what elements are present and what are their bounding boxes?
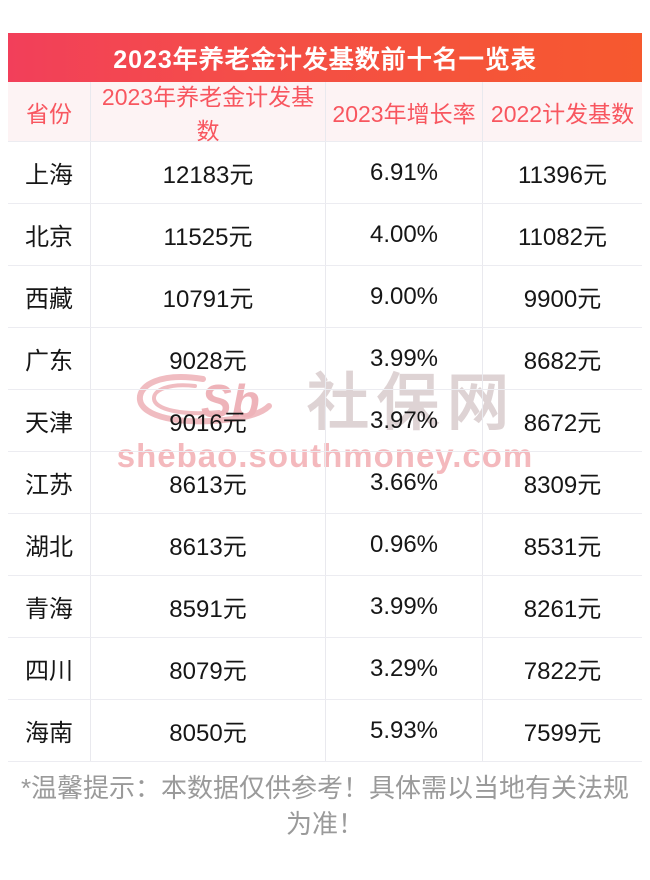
- table-row: 广东 9028元 3.99% 8682元: [8, 327, 642, 389]
- table-row: 天津 9016元 3.97% 8672元: [8, 389, 642, 451]
- title-banner: 2023年养老金计发基数前十名一览表: [8, 33, 642, 82]
- cell-base-2023: 8591元: [90, 576, 325, 637]
- col-header-province: 省份: [26, 100, 72, 127]
- table-row: 青海 8591元 3.99% 8261元: [8, 575, 642, 637]
- cell-base-2022: 8531元: [482, 514, 642, 575]
- cell-province: 湖北: [25, 534, 73, 561]
- table-header-row: 省份 2023年养老金计发基数 2023年增长率 2022计发基数: [8, 82, 642, 144]
- cell-growth: 6.91%: [325, 142, 482, 203]
- cell-base-2022: 8309元: [482, 452, 642, 513]
- cell-base-2022: 8672元: [482, 390, 642, 451]
- pension-base-table: 省份 2023年养老金计发基数 2023年增长率 2022计发基数 上海 121…: [8, 82, 642, 762]
- disclaimer-note: *温馨提示：本数据仅供参考！具体需以当地有关法规为准！: [20, 773, 630, 840]
- cell-base-2023: 8050元: [90, 700, 325, 761]
- cell-base-2022: 8682元: [482, 328, 642, 389]
- cell-growth: 0.96%: [325, 514, 482, 575]
- cell-base-2022: 7822元: [482, 638, 642, 699]
- table-row: 西藏 10791元 9.00% 9900元: [8, 265, 642, 327]
- cell-base-2022: 9900元: [482, 266, 642, 327]
- cell-base-2023: 8613元: [90, 452, 325, 513]
- cell-base-2023: 9028元: [90, 328, 325, 389]
- cell-province: 天津: [25, 410, 73, 437]
- cell-growth: 4.00%: [325, 204, 482, 265]
- cell-province: 广东: [25, 348, 73, 375]
- cell-province: 西藏: [25, 286, 73, 313]
- cell-growth: 3.29%: [325, 638, 482, 699]
- cell-growth: 3.99%: [325, 576, 482, 637]
- cell-base-2023: 8079元: [90, 638, 325, 699]
- page-title: 2023年养老金计发基数前十名一览表: [113, 45, 537, 74]
- cell-base-2023: 11525元: [90, 204, 325, 265]
- cell-province: 四川: [25, 658, 73, 685]
- cell-growth: 3.99%: [325, 328, 482, 389]
- cell-growth: 3.97%: [325, 390, 482, 451]
- cell-base-2023: 9016元: [90, 390, 325, 451]
- cell-province: 上海: [25, 162, 73, 189]
- cell-province: 青海: [25, 596, 73, 623]
- cell-base-2023: 8613元: [90, 514, 325, 575]
- table-row: 江苏 8613元 3.66% 8309元: [8, 451, 642, 513]
- cell-base-2022: 11396元: [482, 142, 642, 203]
- cell-base-2022: 7599元: [482, 700, 642, 761]
- cell-growth: 9.00%: [325, 266, 482, 327]
- table-row: 湖北 8613元 0.96% 8531元: [8, 513, 642, 575]
- cell-base-2023: 12183元: [90, 142, 325, 203]
- cell-province: 江苏: [25, 472, 73, 499]
- cell-base-2023: 10791元: [90, 266, 325, 327]
- table-row: 四川 8079元 3.29% 7822元: [8, 637, 642, 699]
- cell-growth: 5.93%: [325, 700, 482, 761]
- cell-base-2022: 8261元: [482, 576, 642, 637]
- cell-province: 海南: [25, 720, 73, 747]
- col-header-base-2022: 2022计发基数: [482, 82, 642, 141]
- table-row: 北京 11525元 4.00% 11082元: [8, 203, 642, 265]
- col-header-base-2023: 2023年养老金计发基数: [90, 82, 325, 144]
- cell-growth: 3.66%: [325, 452, 482, 513]
- cell-province: 北京: [25, 224, 73, 251]
- col-header-growth: 2023年增长率: [325, 82, 482, 141]
- cell-base-2022: 11082元: [482, 204, 642, 265]
- table-row: 海南 8050元 5.93% 7599元: [8, 699, 642, 761]
- table-row: 上海 12183元 6.91% 11396元: [8, 141, 642, 203]
